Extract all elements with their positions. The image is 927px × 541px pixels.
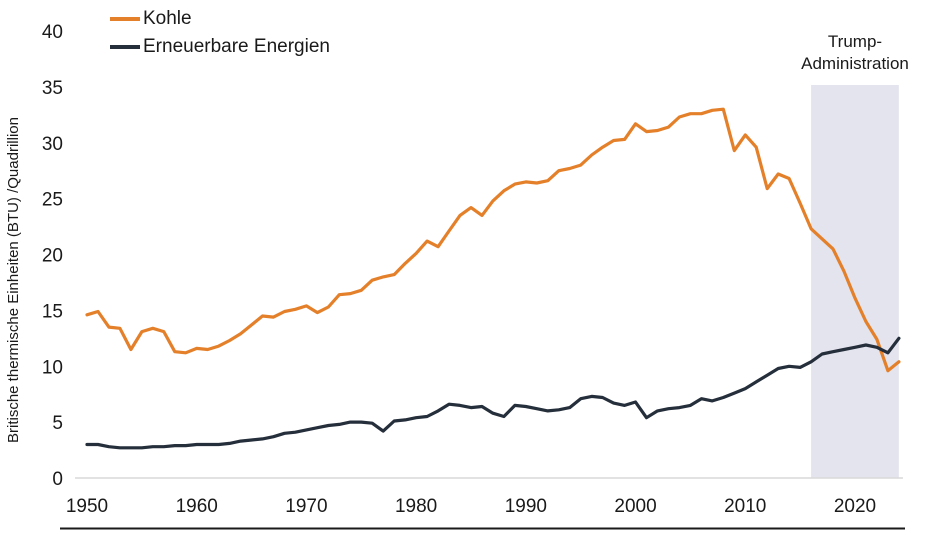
erneuerbare-line-swatch-icon [110, 45, 140, 49]
annotation-line2: Administration [801, 54, 909, 73]
x-tick-label: 2000 [614, 496, 656, 517]
x-tick-label: 1990 [505, 496, 547, 517]
kohle-line-swatch-icon [110, 17, 140, 21]
y-tick-label: 20 [42, 246, 63, 267]
chart-legend: Kohle Erneuerbare Energien [110, 5, 330, 61]
y-tick-label: 35 [42, 78, 63, 99]
y-tick-label: 0 [52, 469, 63, 490]
annotation-line1: Trump- [827, 32, 883, 51]
y-tick-label: 40 [42, 22, 63, 43]
y-axis-title: Britische thermische Einheiten (BTU) /Qu… [5, 117, 22, 443]
trump-administration-annotation: Trump- Administration [780, 31, 927, 75]
x-tick-label: 2010 [724, 496, 766, 517]
legend-label-erneuerbare: Erneuerbare Energien [143, 36, 330, 57]
x-tick-label: 1960 [176, 496, 218, 517]
x-tick-label: 1980 [395, 496, 437, 517]
y-tick-label: 10 [42, 357, 63, 378]
legend-item-erneuerbare: Erneuerbare Energien [110, 33, 330, 61]
legend-label-kohle: Kohle [143, 8, 192, 29]
trump-band [811, 85, 899, 478]
legend-item-kohle: Kohle [110, 5, 330, 33]
kohle-line [85, 107, 901, 373]
x-tick-label: 1950 [66, 496, 108, 517]
x-tick-label: 1970 [285, 496, 327, 517]
y-tick-label: 15 [42, 301, 63, 322]
x-tick-label: 2020 [834, 496, 876, 517]
y-tick-label: 30 [42, 134, 63, 155]
y-tick-label: 25 [42, 190, 63, 211]
y-tick-label: 5 [52, 413, 63, 434]
erneuerbare-line [85, 336, 901, 450]
